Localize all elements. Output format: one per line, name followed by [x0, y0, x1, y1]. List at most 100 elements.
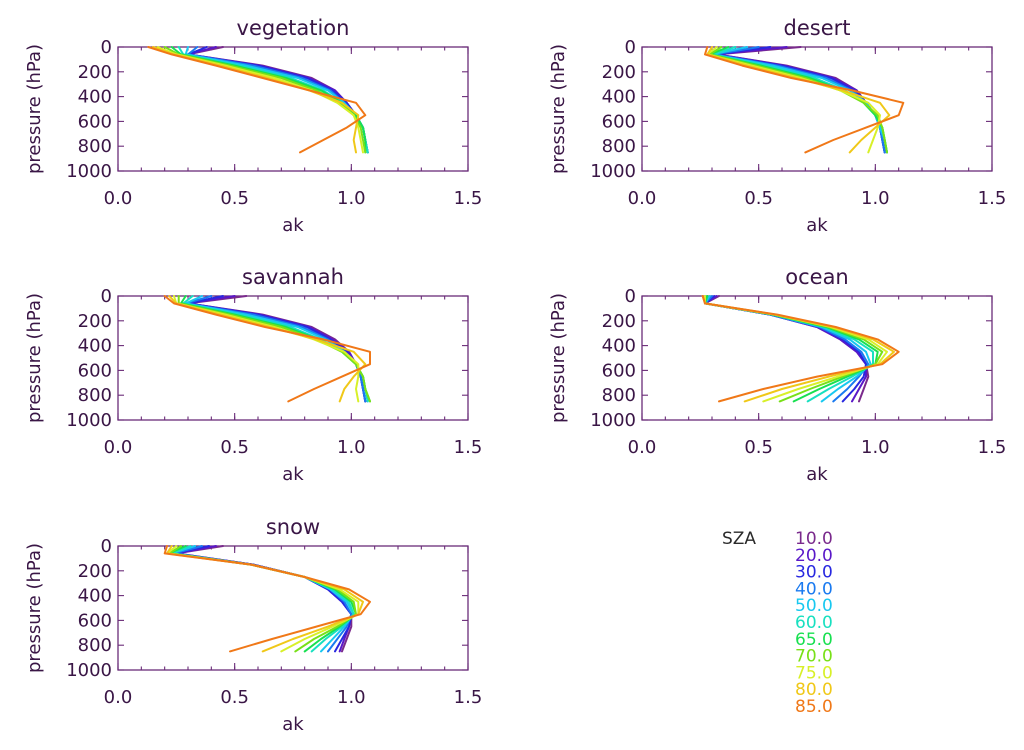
plot-frame: [641, 295, 993, 421]
x-tick-label: 1.0: [861, 188, 890, 209]
legend-item-60-0: 60.0: [795, 613, 833, 633]
x-tick-label: 1.5: [454, 437, 483, 458]
series-line-sza-50-0: [704, 295, 872, 403]
x-tick-label: 0.5: [744, 188, 773, 209]
series-line-sza-85-0: [701, 295, 900, 403]
x-tick-label: 0.0: [104, 188, 133, 209]
legend: SZA 10.020.030.040.050.060.065.070.075.08…: [722, 529, 833, 717]
series-line-sza-60-0: [704, 295, 874, 403]
y-tick-label: 200: [78, 62, 112, 83]
y-tick-label: 0: [625, 37, 636, 58]
legend-item-75-0: 75.0: [795, 663, 833, 683]
y-tick-label: 400: [78, 336, 112, 357]
y-tick-label: 400: [602, 336, 636, 357]
y-tick-label: 800: [78, 385, 112, 406]
x-tick-label: 1.0: [861, 437, 890, 458]
y-axis-label: pressure (hPa): [548, 293, 569, 423]
y-tick-label: 200: [602, 62, 636, 83]
y-tick-label: 1000: [590, 410, 636, 431]
legend-item-40-0: 40.0: [795, 579, 833, 599]
y-tick-label: 800: [78, 635, 112, 656]
panel-title: ocean: [785, 265, 849, 289]
panel-title: savannah: [242, 265, 344, 289]
panel-title: vegetation: [237, 16, 350, 40]
series-line-sza-85-0: [163, 545, 371, 653]
y-tick-label: 600: [78, 111, 112, 132]
x-tick-label: 1.5: [454, 687, 483, 708]
legend-title: SZA: [722, 529, 756, 549]
series-line-sza-80-0: [152, 46, 360, 154]
plot-frame: [641, 46, 993, 172]
y-axis-label: pressure (hPa): [548, 44, 569, 174]
x-tick-label: 0.5: [744, 437, 773, 458]
panel-savannah: savannah 0 200 400 600 800 1000 0.0 0.5 1.0 1.5 ak p…: [24, 265, 482, 485]
y-tick-label: 600: [602, 111, 636, 132]
x-tick-label: 0.5: [220, 188, 249, 209]
x-tick-label: 0.0: [104, 437, 133, 458]
legend-item-20-0: 20.0: [795, 546, 833, 566]
x-tick-label: 0.5: [220, 687, 249, 708]
x-tick-label: 1.5: [978, 188, 1007, 209]
y-tick-label: 800: [602, 136, 636, 157]
y-axis-label: pressure (hPa): [24, 44, 45, 174]
plot-frame: [117, 545, 469, 671]
x-tick-label: 0.0: [104, 687, 133, 708]
legend-item-50-0: 50.0: [795, 596, 833, 616]
y-tick-label: 0: [101, 37, 112, 58]
y-tick-label: 600: [602, 360, 636, 381]
y-tick-label: 400: [78, 87, 112, 108]
y-tick-label: 200: [78, 311, 112, 332]
x-tick-label: 1.5: [454, 188, 483, 209]
legend-item-65-0: 65.0: [795, 630, 833, 650]
x-axis-label: ak: [282, 714, 304, 735]
y-axis-label: pressure (hPa): [24, 543, 45, 673]
y-axis-label: pressure (hPa): [24, 293, 45, 423]
x-tick-label: 0.0: [628, 188, 657, 209]
x-axis-label: ak: [806, 215, 828, 236]
x-tick-label: 1.5: [978, 437, 1007, 458]
y-tick-label: 0: [101, 286, 112, 307]
y-tick-label: 600: [78, 610, 112, 631]
plot-frame: [117, 295, 469, 421]
legend-item-70-0: 70.0: [795, 647, 833, 667]
panel-vegetation: vegetation 0 200 400 600 800 1000 0.0 0.5 1.0 1.5 a…: [24, 16, 482, 236]
y-tick-label: 1000: [66, 161, 112, 182]
series-line-sza-85-0: [163, 295, 371, 403]
series-line-sza-80-0: [166, 545, 364, 653]
y-tick-label: 0: [101, 536, 112, 557]
series-line-sza-70-0: [168, 545, 357, 653]
series-line-sza-65-0: [168, 545, 357, 653]
panel-title: snow: [266, 515, 320, 539]
y-tick-label: 1000: [66, 660, 112, 681]
panel-title: desert: [784, 16, 851, 40]
y-tick-label: 800: [78, 136, 112, 157]
y-tick-label: 200: [602, 311, 636, 332]
panel-ocean: ocean 0 200 400 600 800 1000 0.0 0.5 1.0 1.5 ak pres…: [548, 265, 1006, 485]
y-tick-label: 600: [78, 360, 112, 381]
y-tick-label: 1000: [590, 161, 636, 182]
x-tick-label: 1.0: [337, 188, 366, 209]
panel-desert: desert 0 200 400 600 800 1000 0.0 0.5 1.0 1.5 ak pre…: [548, 16, 1006, 236]
y-tick-label: 400: [602, 87, 636, 108]
y-tick-label: 200: [78, 561, 112, 582]
y-tick-label: 800: [602, 385, 636, 406]
series-line-sza-85-0: [704, 46, 905, 154]
y-tick-label: 1000: [66, 410, 112, 431]
x-tick-label: 0.0: [628, 437, 657, 458]
legend-item-85-0: 85.0: [795, 697, 833, 717]
y-tick-label: 0: [625, 286, 636, 307]
panel-snow: snow 0 200 400 600 800 1000 0.0 0.5 1.0 1.5 ak press…: [24, 515, 482, 735]
legend-item-10-0: 10.0: [795, 529, 833, 549]
series-line-sza-85-0: [147, 46, 367, 154]
x-axis-label: ak: [806, 464, 828, 485]
series-line-sza-75-0: [173, 295, 360, 403]
series-line-sza-80-0: [706, 46, 891, 154]
x-axis-label: ak: [282, 464, 304, 485]
legend-item-30-0: 30.0: [795, 563, 833, 583]
x-tick-label: 0.5: [220, 437, 249, 458]
x-tick-label: 1.0: [337, 437, 366, 458]
plot-frame: [117, 46, 469, 172]
legend-item-80-0: 80.0: [795, 680, 833, 700]
y-tick-label: 400: [78, 586, 112, 607]
